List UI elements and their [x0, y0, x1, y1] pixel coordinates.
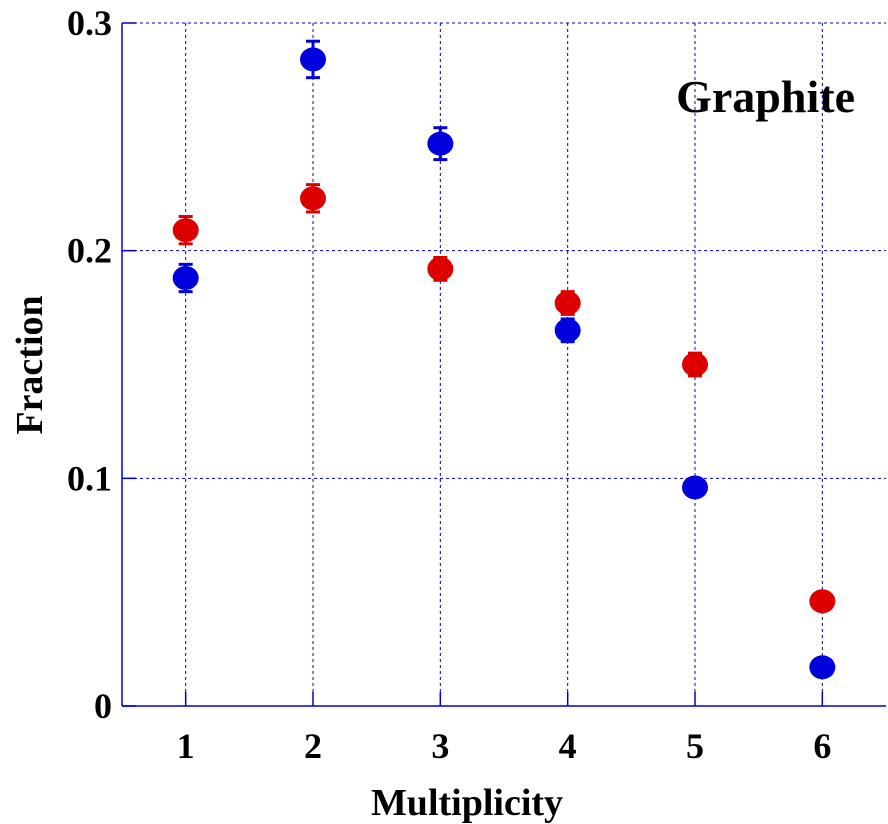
data-point: [300, 186, 326, 211]
data-point: [172, 218, 199, 243]
x-tick-label: 1: [177, 726, 195, 766]
data-point: [427, 256, 454, 281]
data-point: [682, 475, 708, 500]
x-tick-labels: 1 2 3 4 5 6: [177, 726, 832, 766]
series-1: [172, 39, 836, 680]
y-axis-label: Fraction: [9, 295, 51, 434]
data-point: [172, 265, 199, 290]
x-axis-label: Multiplicity: [371, 782, 563, 824]
grid: [122, 22, 886, 707]
chart-annotation: Graphite: [676, 71, 855, 122]
x-tick-label: 2: [304, 726, 322, 766]
x-tick-label: 3: [431, 726, 449, 766]
y-tick-labels: 0 0.1 0.2 0.3: [67, 3, 112, 726]
y-tick-label: 0.1: [67, 458, 112, 498]
data-point: [300, 47, 326, 72]
data-point: [809, 589, 836, 614]
data-point: [682, 352, 708, 377]
series-2: [172, 183, 836, 614]
plot-frame: [121, 22, 886, 707]
data-series: [172, 39, 836, 680]
y-tick-label: 0.2: [67, 231, 112, 271]
y-tick-label: 0.3: [67, 3, 112, 43]
data-point: [427, 131, 454, 156]
data-point: [554, 318, 581, 343]
x-tick-label: 6: [813, 726, 831, 766]
x-tick-label: 5: [686, 726, 704, 766]
y-tick-label: 0: [94, 686, 112, 726]
x-tick-label: 4: [559, 726, 577, 766]
data-point: [554, 291, 581, 316]
data-point: [809, 655, 836, 680]
